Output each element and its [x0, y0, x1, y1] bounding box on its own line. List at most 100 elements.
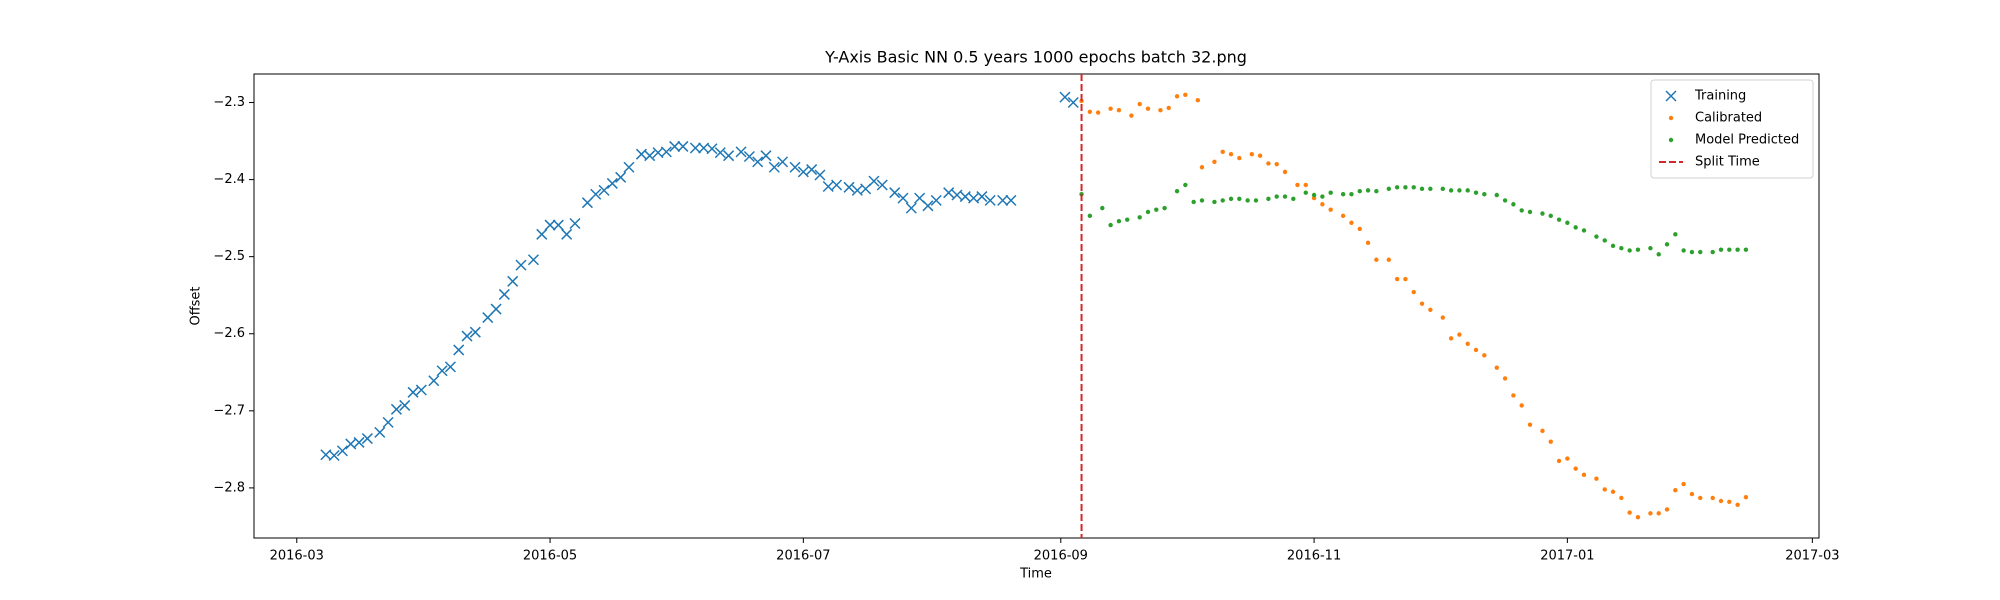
data-point [797, 166, 809, 178]
data-point [997, 194, 1009, 206]
data-point [1245, 198, 1250, 203]
data-point [1581, 472, 1587, 477]
data-point [1116, 219, 1122, 224]
data-point [1320, 194, 1325, 199]
data-point [789, 161, 801, 173]
data-point [606, 177, 618, 189]
data-point [1162, 205, 1167, 211]
data-point [1199, 198, 1205, 203]
data-point [590, 188, 602, 200]
data-point [407, 386, 419, 398]
data-point [1573, 225, 1578, 230]
data-point [1540, 428, 1545, 434]
legend-label: Calibrated [1695, 111, 1762, 126]
data-point [1581, 228, 1587, 233]
data-point [1681, 481, 1686, 487]
data-point [1565, 220, 1570, 225]
data-point [1465, 188, 1470, 193]
plot-frame [253, 73, 1820, 539]
data-point [361, 433, 373, 445]
data-point [1602, 487, 1607, 492]
data-point [569, 217, 581, 230]
data-point [1735, 502, 1740, 508]
data-point [1689, 249, 1695, 255]
data-point [1403, 276, 1408, 282]
data-point [1183, 182, 1188, 188]
data-point [1166, 105, 1171, 111]
data-point [1095, 110, 1101, 115]
data-point [1689, 491, 1695, 497]
data-point [1465, 341, 1470, 346]
data-point [1212, 159, 1217, 165]
data-point [1274, 161, 1279, 167]
y-tick-label: −2.6 [213, 326, 245, 341]
data-point [743, 150, 755, 163]
data-point [1627, 248, 1632, 253]
data-point [1087, 109, 1093, 114]
data-point [390, 403, 402, 415]
data-point [1394, 185, 1400, 190]
data-point [1357, 188, 1362, 194]
data-point [1648, 245, 1653, 251]
data-point [1743, 247, 1749, 252]
data-point [777, 156, 789, 168]
data-point [1365, 240, 1371, 245]
data-point [768, 161, 780, 173]
data-point [1158, 108, 1163, 113]
data-point [1108, 222, 1113, 228]
data-point [1174, 188, 1180, 194]
data-point [561, 228, 573, 240]
data-point [1548, 439, 1553, 444]
data-point [1249, 151, 1254, 157]
data-point [1448, 188, 1454, 193]
y-tick-label: −2.5 [213, 249, 245, 264]
data-point [1108, 106, 1113, 111]
data-point [1253, 198, 1259, 203]
data-point [1137, 215, 1142, 220]
data-point [527, 254, 539, 266]
data-point [1303, 182, 1308, 188]
data-point [1374, 188, 1379, 194]
data-point [1005, 194, 1017, 206]
data-point [1673, 488, 1678, 493]
data-point [1116, 108, 1122, 113]
data-point [552, 219, 564, 231]
data-point [714, 147, 726, 159]
legend-box [1650, 79, 1814, 179]
data-point [1664, 507, 1670, 512]
data-point [1727, 499, 1732, 504]
data-point [1482, 192, 1487, 197]
data-point [1473, 347, 1479, 353]
x-tick-label: 2016-03 [270, 549, 324, 564]
data-point [1291, 196, 1296, 202]
data-point [1183, 92, 1188, 98]
data-point [1519, 208, 1524, 213]
data-point [1282, 194, 1288, 199]
data-point [1365, 188, 1371, 193]
data-point [1619, 495, 1624, 501]
data-point [1349, 220, 1354, 225]
data-point [723, 150, 735, 162]
data-point [706, 143, 718, 155]
data-point [1440, 186, 1446, 192]
data-point [1257, 153, 1263, 158]
data-point [1556, 217, 1562, 222]
data-point [1274, 194, 1279, 199]
data-point [1610, 243, 1616, 249]
data-point [482, 312, 494, 324]
data-point [1519, 403, 1524, 408]
data-point [1448, 336, 1454, 341]
data-point [897, 192, 909, 204]
data-point [1154, 207, 1159, 212]
data-point [1502, 376, 1508, 381]
data-point [752, 156, 764, 168]
data-point [1656, 252, 1661, 257]
data-point [1311, 195, 1317, 201]
data-point [1656, 511, 1661, 516]
data-point [843, 181, 855, 193]
data-point [1511, 393, 1516, 398]
data-point [544, 219, 556, 231]
y-tick-label: −2.4 [213, 172, 245, 187]
legend-label: Model Predicted [1695, 133, 1799, 148]
data-point [336, 445, 348, 457]
